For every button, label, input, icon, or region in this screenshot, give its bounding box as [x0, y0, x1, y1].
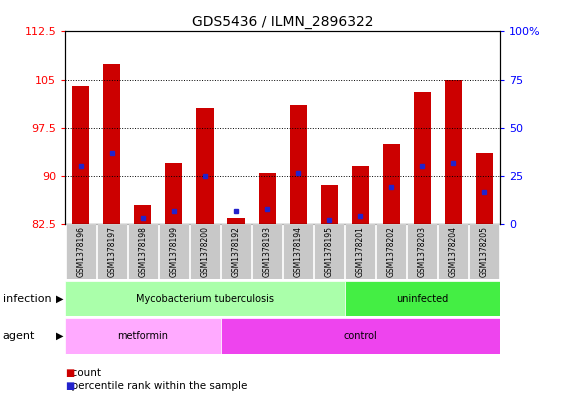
Bar — [65, 318, 220, 354]
Bar — [414, 92, 431, 224]
Bar — [283, 224, 313, 279]
Text: uninfected: uninfected — [396, 294, 448, 304]
Bar — [128, 224, 158, 279]
Bar — [469, 224, 499, 279]
Text: Mycobacterium tuberculosis: Mycobacterium tuberculosis — [136, 294, 274, 304]
Bar — [197, 108, 214, 224]
Text: GSM1378199: GSM1378199 — [169, 226, 178, 277]
Bar — [165, 163, 182, 224]
Bar — [476, 153, 493, 224]
Bar — [345, 281, 500, 316]
Bar — [345, 224, 375, 279]
Text: ■: ■ — [65, 381, 74, 391]
Title: GDS5436 / ILMN_2896322: GDS5436 / ILMN_2896322 — [192, 15, 373, 29]
Text: GSM1378202: GSM1378202 — [387, 226, 396, 277]
Text: agent: agent — [3, 331, 35, 341]
Text: metformin: metformin — [118, 331, 169, 341]
Text: GSM1378203: GSM1378203 — [417, 226, 427, 277]
Text: GSM1378198: GSM1378198 — [139, 226, 148, 277]
Bar — [383, 144, 400, 224]
Bar — [438, 224, 468, 279]
Bar — [258, 173, 275, 224]
Text: ▶: ▶ — [56, 294, 64, 304]
Text: GSM1378205: GSM1378205 — [480, 226, 489, 277]
Text: control: control — [343, 331, 377, 341]
Bar — [97, 224, 127, 279]
Text: GSM1378194: GSM1378194 — [294, 226, 303, 277]
Text: GSM1378201: GSM1378201 — [356, 226, 365, 277]
Bar — [290, 105, 307, 224]
Text: GSM1378200: GSM1378200 — [201, 226, 210, 277]
Bar — [320, 185, 337, 224]
Text: GSM1378196: GSM1378196 — [76, 226, 85, 277]
Bar — [65, 281, 345, 316]
Bar — [159, 224, 189, 279]
Bar — [72, 86, 89, 224]
Bar — [220, 318, 500, 354]
Bar — [377, 224, 406, 279]
Bar — [190, 224, 220, 279]
Text: ■: ■ — [65, 367, 74, 378]
Bar — [407, 224, 437, 279]
Bar — [103, 64, 120, 224]
Text: GSM1378192: GSM1378192 — [232, 226, 240, 277]
Bar — [228, 218, 245, 224]
Bar — [252, 224, 282, 279]
Text: GSM1378193: GSM1378193 — [262, 226, 272, 277]
Bar — [135, 205, 152, 224]
Text: count: count — [65, 367, 101, 378]
Text: GSM1378195: GSM1378195 — [325, 226, 333, 277]
Bar — [352, 166, 369, 224]
Bar — [221, 224, 251, 279]
Bar — [66, 224, 96, 279]
Text: GSM1378197: GSM1378197 — [107, 226, 116, 277]
Bar — [314, 224, 344, 279]
Bar — [445, 79, 462, 224]
Text: infection: infection — [3, 294, 52, 304]
Text: percentile rank within the sample: percentile rank within the sample — [65, 381, 248, 391]
Text: ▶: ▶ — [56, 331, 64, 341]
Text: GSM1378204: GSM1378204 — [449, 226, 458, 277]
